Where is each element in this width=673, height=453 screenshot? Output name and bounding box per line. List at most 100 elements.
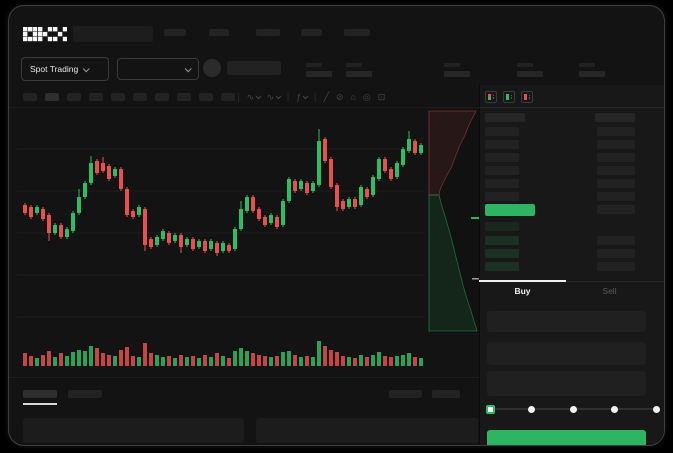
tab-sell[interactable]: Sell [602, 286, 617, 296]
bid-half [488, 97, 491, 100]
tab-buy[interactable]: Buy [514, 286, 531, 296]
stat-label-placeholder [444, 63, 460, 67]
coin-avatar [203, 59, 221, 77]
slider-stop-50pct[interactable] [569, 405, 577, 413]
nav-item-4[interactable] [301, 29, 322, 36]
fx-indicators-glyph: ƒ [296, 92, 302, 102]
book-split-icon[interactable] [485, 91, 497, 103]
mode-lines [510, 94, 512, 100]
ask-amount-row-6[interactable] [597, 192, 635, 201]
bid-price-row-4[interactable] [485, 262, 519, 271]
ask-price-row-2[interactable] [485, 140, 519, 149]
ask-amount-row-5[interactable] [597, 179, 635, 188]
interval-button-6[interactable] [133, 93, 147, 101]
interval-button-1[interactable] [23, 93, 37, 101]
ask-price-row-5[interactable] [485, 179, 519, 188]
slider-stop-25pct[interactable] [528, 405, 535, 413]
nav-item-1[interactable] [164, 29, 186, 36]
overlay-wave-glyph: ∿ [266, 91, 275, 102]
bottom-chip-2[interactable] [432, 390, 460, 398]
chart-settings-gear-glyph: ◎ [362, 91, 371, 102]
snapshot-camera-glyph: ⌂ [350, 92, 356, 102]
ask-half [488, 94, 491, 97]
bottom-tab-orders[interactable] [23, 390, 57, 398]
interval-button-7[interactable] [155, 93, 169, 101]
interval-button-9[interactable] [199, 93, 213, 101]
ob-header-price [485, 113, 525, 122]
stat-value-placeholder [517, 71, 543, 77]
toolbar-separator: | [237, 91, 240, 103]
buy-submit-button[interactable] [487, 430, 646, 445]
interval-button-3[interactable] [67, 93, 81, 101]
mode-line [492, 95, 494, 96]
ask-amount-row-4[interactable] [597, 166, 635, 175]
stat-value-placeholder [444, 71, 470, 77]
bottom-active-tab-underline [23, 403, 57, 405]
mode-bar [488, 94, 491, 100]
chart-tools: | ∿ ∿ | ƒ | ╱ ⊘ ⌂ ◎ ⊡ [237, 90, 385, 104]
book-asks-only-icon[interactable] [521, 91, 533, 103]
overlay-wave-icon[interactable]: ∿ [266, 91, 282, 103]
interval-button-4[interactable] [89, 93, 103, 101]
stat-value-placeholder [579, 71, 605, 77]
fx-indicators-icon[interactable]: ƒ [296, 92, 309, 102]
bid-price-row-2[interactable] [485, 236, 519, 245]
slider-stop-75pct[interactable] [611, 405, 618, 413]
ask-price-row-6[interactable] [485, 192, 519, 201]
slider-stop-100pct[interactable] [652, 405, 660, 413]
ask-amount-row-1[interactable] [597, 127, 635, 136]
chart-settings-gear-icon[interactable]: ◎ [363, 92, 371, 103]
ask-amount-row-7[interactable] [597, 205, 635, 214]
mode-bar [506, 94, 509, 100]
nav-search-placeholder[interactable] [73, 26, 153, 42]
ask-amount-row-2[interactable] [597, 140, 635, 149]
nav-item-2[interactable] [209, 29, 229, 36]
mode-line [492, 96, 494, 98]
bottom-field-2[interactable] [256, 418, 478, 443]
okx-logo-icon [23, 27, 68, 42]
bid-price-row-3[interactable] [485, 249, 519, 258]
bottom-tab-history[interactable] [68, 390, 102, 398]
okx-logo[interactable] [23, 27, 68, 42]
book-bids-only-icon[interactable] [503, 91, 515, 103]
bottom-field-1[interactable] [23, 418, 244, 443]
ask-price-row-3[interactable] [485, 153, 519, 162]
interval-button-8[interactable] [177, 93, 191, 101]
nav-item-5[interactable] [344, 29, 370, 36]
mode-line [510, 98, 512, 99]
market-type-label: Spot Trading [30, 64, 79, 74]
mode-line [510, 96, 512, 98]
snapshot-camera-icon[interactable]: ⌂ [350, 92, 355, 102]
ticker-stat-1 [306, 63, 332, 77]
trade-input-1[interactable] [487, 311, 646, 332]
interval-button-5[interactable] [111, 93, 125, 101]
trendline-tool-icon[interactable]: ╱ [323, 92, 328, 103]
candlestick-chart[interactable] [8, 5, 665, 446]
nav-item-3[interactable] [256, 29, 280, 36]
stat-value-placeholder [346, 71, 372, 77]
trade-input-3[interactable] [487, 371, 646, 396]
eraser-tool-icon[interactable]: ⊘ [336, 92, 344, 103]
market-type-selector[interactable]: Spot Trading [21, 57, 109, 81]
last-price-highlight[interactable] [485, 204, 535, 216]
interval-button-10[interactable] [221, 93, 235, 101]
pair-selector-dropdown[interactable] [117, 58, 199, 80]
bid-amount-row-3[interactable] [597, 262, 635, 271]
mode-line [492, 98, 494, 99]
mode-line [510, 95, 512, 96]
indicator-wave-icon[interactable]: ∿ [247, 92, 262, 103]
orderbook-mode-toggles [485, 91, 533, 103]
slider-handle-0pct[interactable] [485, 404, 495, 414]
ticker-stat-4 [517, 63, 543, 77]
bid-bar [506, 94, 509, 100]
bid-amount-row-2[interactable] [597, 249, 635, 258]
bid-amount-row-1[interactable] [597, 236, 635, 245]
interval-button-2[interactable] [45, 93, 59, 101]
ask-price-row-4[interactable] [485, 166, 519, 175]
trade-input-2[interactable] [487, 342, 646, 365]
ask-price-row-1[interactable] [485, 127, 519, 136]
bottom-chip-1[interactable] [389, 390, 422, 398]
bid-price-row-1[interactable] [485, 222, 519, 231]
fullscreen-expand-icon[interactable]: ⊡ [378, 92, 386, 103]
ask-amount-row-3[interactable] [597, 153, 635, 162]
